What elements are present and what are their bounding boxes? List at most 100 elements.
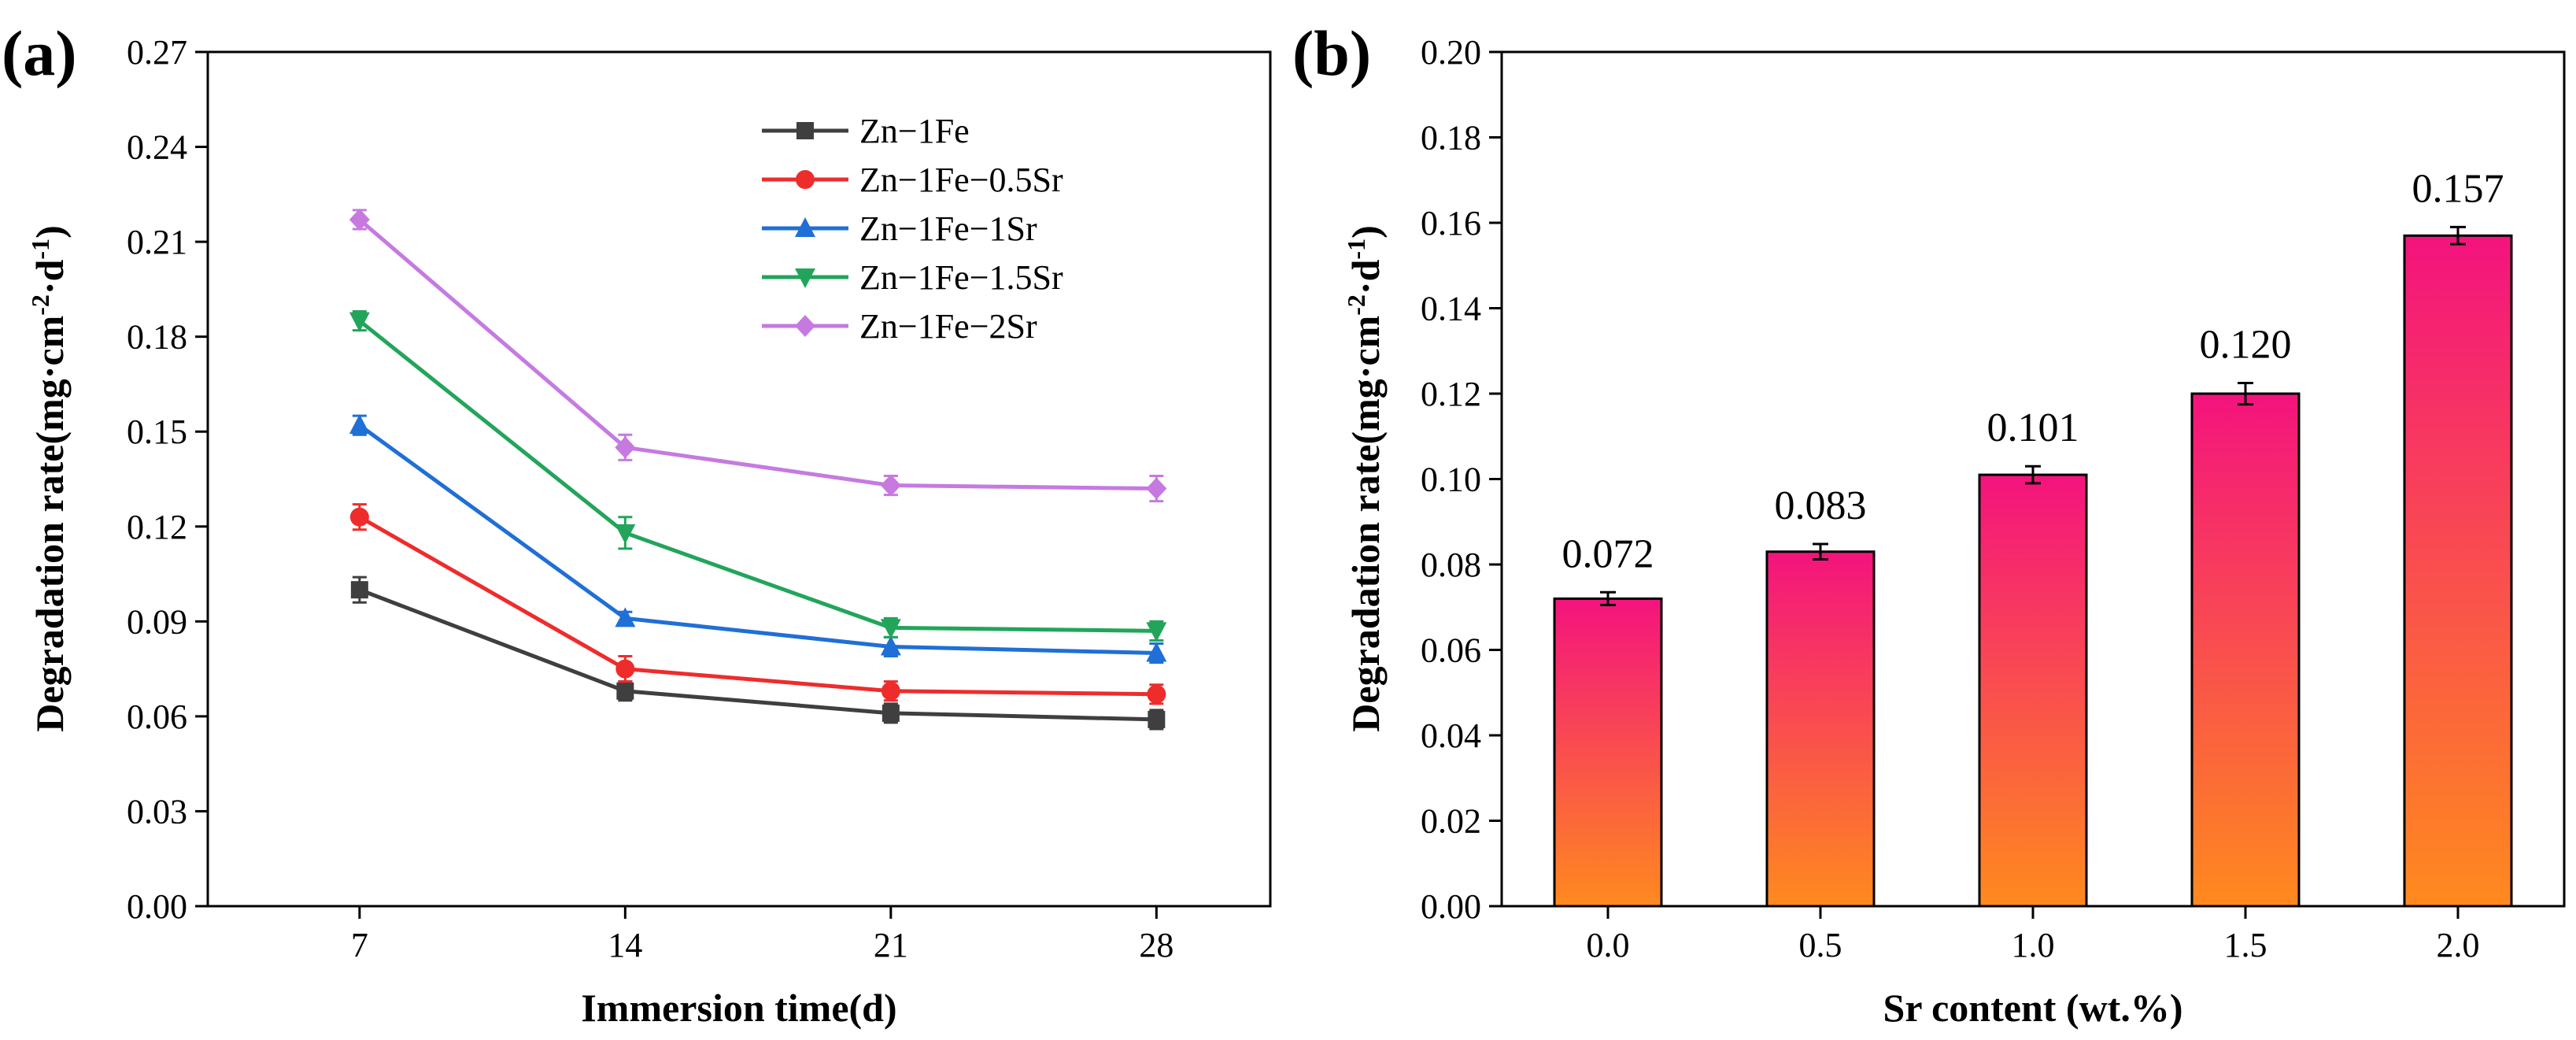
legend-marker-a (795, 217, 815, 237)
data-point-a (880, 619, 901, 639)
series-line-a (358, 424, 1157, 656)
data-point-a (1146, 477, 1167, 500)
data-point-a (615, 607, 636, 627)
x-tick-label-a: 14 (608, 926, 642, 964)
bar (2190, 392, 2301, 908)
data-point-a (350, 581, 368, 599)
plot-frame-a (206, 50, 1272, 908)
y-tick-label-a: 0.00 (127, 887, 187, 926)
bar-group-b: 0.072 0.083 0.101 0.120 0.157 (1553, 166, 2513, 908)
y-tick-label-b: 0.18 (1421, 119, 1481, 157)
legend-marker-a (796, 122, 814, 139)
data-point-a (349, 414, 370, 435)
y-tick-label-a: 0.03 (127, 792, 187, 831)
x-tick-label-b: 1.0 (2012, 926, 2055, 964)
legend-label-a: Zn−1Fe−1.5Sr (859, 258, 1063, 297)
x-tick-label-a: 21 (874, 926, 908, 964)
x-tick-label-b: 1.5 (2224, 926, 2267, 964)
y-axis-title-a-end: ) (28, 225, 72, 239)
x-tick-label-b: 0.5 (1799, 926, 1842, 964)
data-point-a (880, 474, 901, 497)
data-point-a (349, 312, 370, 332)
y-axis-title-b: Degradation rate(mg·cm-2·d-1) (1342, 225, 1388, 731)
x-tick-label-b: 2.0 (2437, 926, 2480, 964)
bar-item-1-b: 0.072 (1553, 531, 1663, 908)
x-tick-label-a: 7 (351, 926, 368, 964)
legend-item-3-a: Zn−1Fe−1Sr (762, 209, 1037, 248)
y-axis-title-b-end: ) (1343, 225, 1388, 239)
data-point-a (615, 436, 636, 459)
y-axis-title-a-sup2: -1 (26, 239, 54, 260)
series-group-a (349, 208, 1167, 731)
data-point-a (1148, 710, 1166, 728)
bar-value-label: 0.072 (1562, 531, 1654, 576)
series-2-a (349, 503, 1166, 705)
legend-item-5-a: Zn−1Fe−2Sr (762, 307, 1037, 346)
legend-a: Zn−1Fe Zn−1Fe−0.5Sr Zn−1Fe−1Sr Zn−1Fe−1.5Sr… (762, 112, 1063, 346)
series-5-a (349, 208, 1167, 503)
y-axis-title-a-main: Degradation rate(mg·cm (28, 316, 72, 732)
series-3-a (349, 414, 1167, 664)
y-tick-label-a: 0.06 (127, 698, 187, 736)
series-line-a (358, 319, 1157, 633)
x-axis-title-a: Immersion time(d) (581, 986, 896, 1030)
legend-marker-a (795, 315, 815, 337)
bar-value-label: 0.101 (1987, 405, 2079, 450)
legend-item-1-a: Zn−1Fe (762, 112, 970, 150)
x-axis-b: 0.0 0.5 1.0 1.5 2.0 (1587, 906, 2480, 964)
y-tick-label-b: 0.20 (1421, 33, 1481, 72)
y-tick-label-a: 0.21 (127, 223, 187, 261)
y-axis-title-b-main: Degradation rate(mg·cm (1343, 316, 1388, 732)
legend-label-a: Zn−1Fe (859, 112, 970, 150)
panel-label-a: (a) (2, 17, 77, 89)
bar-value-label: 0.120 (2200, 322, 2292, 367)
data-point-a (881, 704, 900, 722)
legend-label-a: Zn−1Fe−2Sr (859, 307, 1037, 346)
data-point-a (349, 507, 369, 527)
x-tick-label-a: 28 (1139, 926, 1173, 964)
bar (1553, 597, 1663, 908)
bar-item-2-b: 0.083 (1765, 483, 1876, 908)
series-4-a (349, 310, 1167, 642)
data-point-a (349, 208, 370, 231)
y-tick-label-a: 0.15 (127, 413, 187, 451)
bar (2403, 234, 2513, 908)
data-point-a (1146, 622, 1167, 642)
series-line-a (358, 218, 1157, 491)
y-tick-label-b: 0.08 (1421, 546, 1481, 584)
y-tick-label-a: 0.18 (127, 318, 187, 357)
bar-value-label: 0.083 (1775, 483, 1867, 528)
y-tick-label-b: 0.06 (1421, 631, 1481, 670)
y-tick-label-a: 0.27 (127, 33, 187, 72)
bar (1978, 473, 2088, 908)
legend-label-a: Zn−1Fe−1Sr (859, 209, 1037, 248)
y-tick-label-b: 0.04 (1421, 716, 1481, 755)
data-point-a (615, 659, 635, 679)
bar-item-5-b: 0.157 (2403, 166, 2513, 908)
y-tick-label-a: 0.24 (127, 128, 187, 167)
y-tick-label-b: 0.10 (1421, 461, 1481, 499)
y-tick-label-b: 0.12 (1421, 375, 1481, 413)
x-axis-title-b: Sr content (wt.%) (1883, 986, 2183, 1030)
data-point-a (1147, 684, 1166, 704)
y-axis-title-b-mid: ·d (1343, 259, 1388, 294)
legend-marker-a (795, 268, 815, 288)
bar (1765, 550, 1876, 908)
y-axis-title-b-sup2: -1 (1342, 239, 1370, 260)
chart-b: (b) 0.00 0.02 0.04 0.06 0.08 0.10 0.12 0.14 0.16… (1292, 17, 2566, 1030)
data-point-a (880, 635, 901, 656)
y-axis-title-a-mid: ·d (28, 259, 72, 294)
y-axis-title-a-sup1: -2 (26, 294, 54, 316)
data-point-a (616, 682, 634, 700)
y-tick-label-a: 0.12 (127, 508, 187, 546)
y-axis-a: 0.00 0.03 0.06 0.09 0.12 0.15 0.18 0.21 0.24 0.27 (127, 33, 208, 926)
bar-item-3-b: 0.101 (1978, 405, 2088, 908)
y-tick-label-b: 0.02 (1421, 802, 1481, 841)
y-tick-label-a: 0.09 (127, 602, 187, 641)
series-line-a (358, 587, 1157, 722)
legend-item-2-a: Zn−1Fe−0.5Sr (762, 161, 1063, 199)
legend-marker-a (796, 170, 815, 189)
y-axis-title-b-sup1: -2 (1342, 294, 1370, 316)
y-axis-b: 0.00 0.02 0.04 0.06 0.08 0.10 0.12 0.14 0.16 0.18… (1421, 33, 1502, 926)
